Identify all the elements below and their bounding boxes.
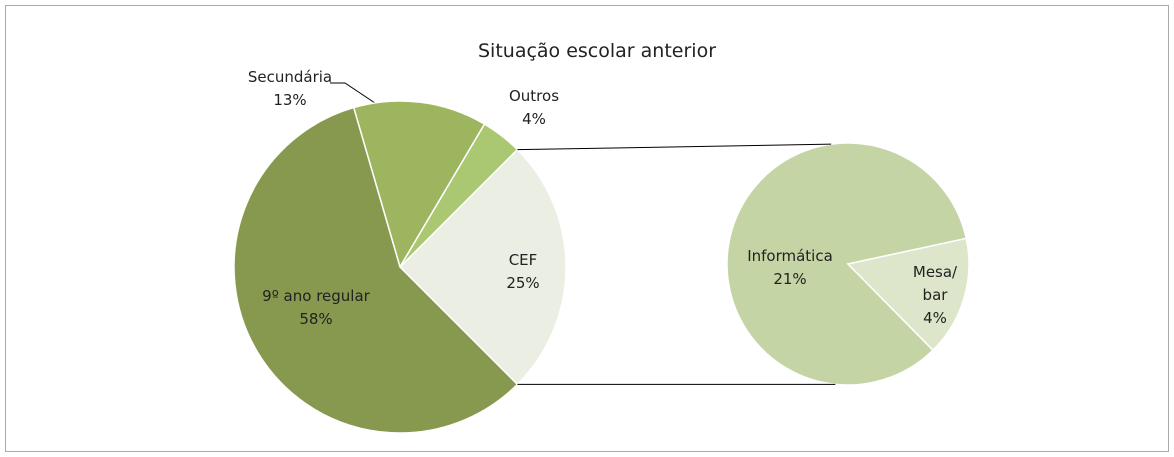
connector-line <box>517 143 832 151</box>
slice-label: Secundária <box>247 68 333 86</box>
pie-slice <box>726 142 968 386</box>
slice-value-label: 21% <box>773 270 807 288</box>
slice-label: Informática <box>747 247 833 265</box>
slice-label: CEF <box>508 251 538 269</box>
slice-value-label: 13% <box>273 91 307 109</box>
pie-slice <box>846 237 970 352</box>
chart-title: Situação escolar anterior <box>477 40 717 62</box>
slice-value-label: 58% <box>299 310 333 328</box>
chart-frame <box>5 5 1169 452</box>
slice-value-label: 4% <box>522 110 546 128</box>
slice-label: 9º ano regular <box>262 287 370 305</box>
slice-label: Mesa/ bar <box>912 263 958 304</box>
slice-label: Outros <box>508 87 560 105</box>
pie-slice <box>398 148 567 386</box>
slice-value-label: 4% <box>923 309 947 327</box>
pie-slice <box>233 106 519 434</box>
slice-value-label: 25% <box>506 274 540 292</box>
pie-slice <box>352 100 486 269</box>
